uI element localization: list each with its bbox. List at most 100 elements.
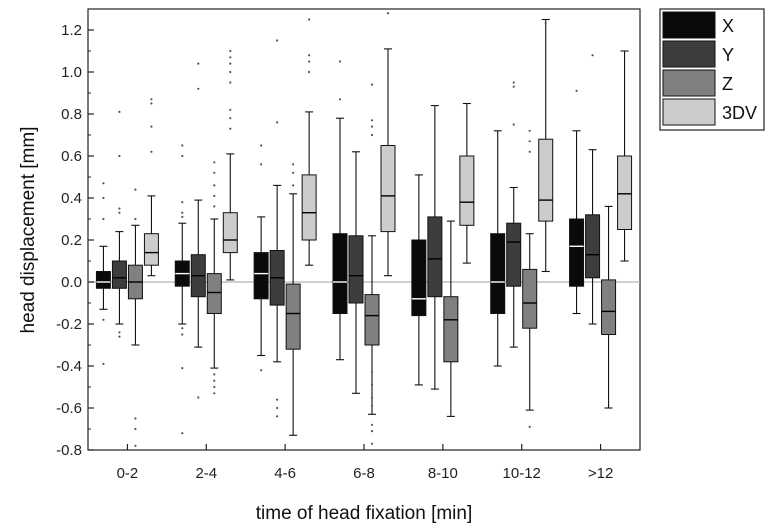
legend-swatch-x: [662, 11, 716, 39]
legend-swatch-z: [662, 69, 716, 97]
outlier-point: [528, 150, 531, 153]
box-iqr: [301, 174, 317, 241]
outlier-point: [197, 396, 200, 399]
box-iqr: [411, 239, 427, 317]
box-z-0: [127, 188, 143, 447]
x-tick-label: 6-8: [353, 465, 375, 482]
box-y-3: [348, 151, 364, 394]
outlier-point: [150, 102, 153, 105]
outlier-point: [370, 423, 374, 426]
box-x-1: [174, 144, 190, 435]
box-3dv-6: [617, 50, 633, 262]
outlier-point: [260, 369, 263, 372]
outlier-point: [370, 371, 374, 374]
legend-label: 3DV: [722, 103, 757, 123]
box-3dv-4: [459, 102, 475, 264]
outlier-point: [370, 125, 374, 128]
outlier-point: [197, 62, 200, 65]
outlier-point: [528, 140, 531, 143]
box-iqr: [380, 145, 396, 233]
outlier-point: [134, 444, 137, 447]
legend-swatch-3dv: [662, 98, 716, 126]
outlier-point: [134, 188, 137, 191]
box-x-4: [411, 174, 427, 386]
outlier-point: [102, 182, 105, 185]
y-tick-label: -0.2: [56, 316, 82, 333]
outlier-point: [229, 49, 232, 53]
box-iqr: [522, 268, 538, 329]
box-3dv-5: [538, 18, 554, 273]
outlier-point: [102, 362, 105, 365]
box-iqr: [253, 252, 269, 300]
outlier-point: [591, 54, 594, 57]
outlier-point: [260, 163, 263, 166]
y-tick-label: 0.0: [61, 274, 82, 291]
outlier-point: [276, 406, 279, 410]
outlier-point: [102, 217, 105, 221]
outlier-point: [370, 396, 374, 399]
legend-label: X: [722, 16, 734, 36]
outlier-point: [229, 81, 232, 84]
outlier-point: [134, 417, 137, 420]
outlier-point: [308, 60, 311, 63]
y-tick-label: 0.8: [61, 106, 82, 123]
x-axis-title: time of head fixation [min]: [256, 503, 473, 524]
outlier-point: [260, 144, 263, 147]
y-axis-title: head displacement [mm]: [18, 127, 39, 334]
outlier-point: [118, 110, 121, 113]
outlier-point: [118, 154, 121, 158]
x-axis: 0-2 2-4 4-6 6-8 8-10 10-12 >12: [117, 444, 613, 482]
box-z-5: [522, 129, 538, 428]
outlier-point: [118, 335, 121, 338]
outlier-point: [308, 18, 311, 21]
outlier-point: [150, 125, 153, 128]
x-tick-label: 8-10: [428, 465, 458, 482]
outlier-point: [528, 129, 531, 132]
y-tick-label: -0.6: [56, 400, 82, 417]
outlier-point: [370, 383, 374, 386]
y-tick-label: 0.2: [61, 232, 82, 249]
outlier-point: [370, 83, 374, 86]
legend-label: Y: [722, 45, 734, 65]
box-x-6: [569, 89, 585, 315]
outlier-point: [338, 60, 342, 63]
outlier-point: [213, 194, 216, 197]
outlier-point: [292, 163, 295, 166]
outlier-point: [308, 54, 311, 57]
box-iqr: [617, 155, 633, 230]
outlier-point: [181, 432, 184, 435]
outlier-point: [308, 70, 311, 74]
outlier-point: [276, 415, 279, 418]
outlier-point: [276, 39, 279, 42]
legend-label: Z: [722, 74, 733, 94]
plot-area: [87, 8, 641, 451]
box-3dv-1: [222, 49, 238, 281]
outlier-point: [102, 196, 105, 200]
box-z-2: [285, 163, 301, 436]
outlier-point: [229, 62, 232, 65]
outlier-point: [229, 56, 232, 59]
y-tick-label: -0.8: [56, 442, 82, 459]
outlier-point: [512, 81, 515, 84]
outlier-point: [229, 127, 232, 130]
outlier-point: [528, 425, 531, 428]
outlier-point: [213, 161, 216, 164]
outlier-point: [134, 427, 137, 431]
box-iqr: [143, 233, 159, 266]
outlier-point: [370, 442, 374, 445]
box-iqr: [332, 233, 348, 314]
outlier-point: [276, 398, 279, 401]
x-tick-label: 0-2: [117, 465, 139, 482]
box-y-5: [506, 81, 522, 348]
box-3dv-0: [143, 98, 159, 277]
outlier-point: [370, 404, 374, 407]
x-tick-label: >12: [588, 465, 613, 482]
box-iqr: [569, 218, 585, 287]
box-z-3: [364, 83, 380, 445]
outlier-point: [181, 201, 184, 204]
box-x-0: [95, 182, 111, 365]
box-iqr: [206, 273, 222, 315]
outlier-point: [181, 154, 184, 158]
box-y-1: [190, 62, 206, 399]
